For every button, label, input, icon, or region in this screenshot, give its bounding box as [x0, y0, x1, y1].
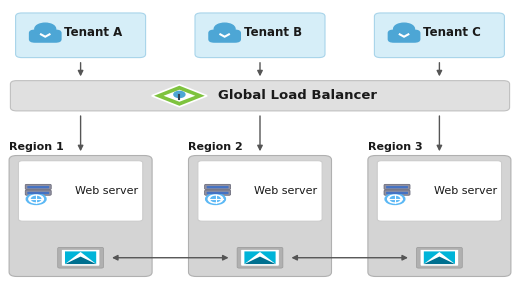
Circle shape [208, 195, 223, 203]
FancyBboxPatch shape [384, 184, 410, 190]
FancyBboxPatch shape [16, 13, 146, 58]
FancyBboxPatch shape [207, 192, 229, 194]
Polygon shape [244, 251, 276, 264]
FancyBboxPatch shape [25, 184, 51, 190]
Circle shape [391, 196, 400, 202]
FancyBboxPatch shape [386, 186, 408, 188]
Circle shape [394, 23, 414, 35]
FancyBboxPatch shape [198, 161, 322, 221]
FancyBboxPatch shape [388, 30, 421, 43]
Text: Tenant C: Tenant C [423, 26, 482, 39]
Text: Global Load Balancer: Global Load Balancer [218, 89, 378, 102]
Text: Region 2: Region 2 [189, 143, 243, 152]
Text: Tenant A: Tenant A [64, 26, 123, 39]
Circle shape [214, 23, 235, 35]
FancyBboxPatch shape [420, 249, 459, 266]
FancyBboxPatch shape [384, 190, 410, 195]
FancyBboxPatch shape [195, 13, 325, 58]
FancyBboxPatch shape [10, 81, 510, 111]
Circle shape [174, 91, 185, 98]
FancyBboxPatch shape [18, 161, 142, 221]
Polygon shape [152, 85, 207, 107]
FancyBboxPatch shape [205, 190, 231, 195]
FancyBboxPatch shape [417, 247, 462, 268]
Circle shape [26, 194, 46, 204]
Polygon shape [65, 257, 96, 264]
FancyBboxPatch shape [209, 30, 241, 43]
Circle shape [35, 23, 56, 35]
Circle shape [211, 196, 220, 202]
Circle shape [385, 194, 405, 204]
FancyBboxPatch shape [58, 247, 103, 268]
FancyBboxPatch shape [237, 247, 283, 268]
FancyBboxPatch shape [27, 192, 49, 194]
FancyBboxPatch shape [378, 161, 502, 221]
FancyBboxPatch shape [368, 156, 511, 276]
Text: Web server: Web server [75, 186, 138, 196]
FancyBboxPatch shape [27, 186, 49, 188]
Polygon shape [244, 257, 276, 264]
FancyBboxPatch shape [61, 249, 100, 266]
Text: Region 3: Region 3 [368, 143, 423, 152]
Polygon shape [65, 251, 96, 264]
Polygon shape [424, 257, 455, 264]
Polygon shape [164, 90, 195, 102]
Text: Tenant B: Tenant B [244, 26, 302, 39]
FancyBboxPatch shape [25, 190, 51, 195]
Circle shape [31, 196, 41, 202]
Circle shape [206, 194, 226, 204]
Circle shape [29, 195, 43, 203]
Text: Web server: Web server [434, 186, 497, 196]
FancyBboxPatch shape [29, 30, 62, 43]
Text: Region 1: Region 1 [9, 143, 64, 152]
FancyBboxPatch shape [374, 13, 504, 58]
FancyBboxPatch shape [205, 184, 231, 190]
FancyBboxPatch shape [189, 156, 332, 276]
FancyBboxPatch shape [207, 186, 229, 188]
Text: Web server: Web server [254, 186, 317, 196]
FancyBboxPatch shape [386, 192, 408, 194]
FancyBboxPatch shape [241, 249, 279, 266]
FancyBboxPatch shape [9, 156, 152, 276]
Circle shape [388, 195, 402, 203]
Polygon shape [424, 251, 455, 264]
